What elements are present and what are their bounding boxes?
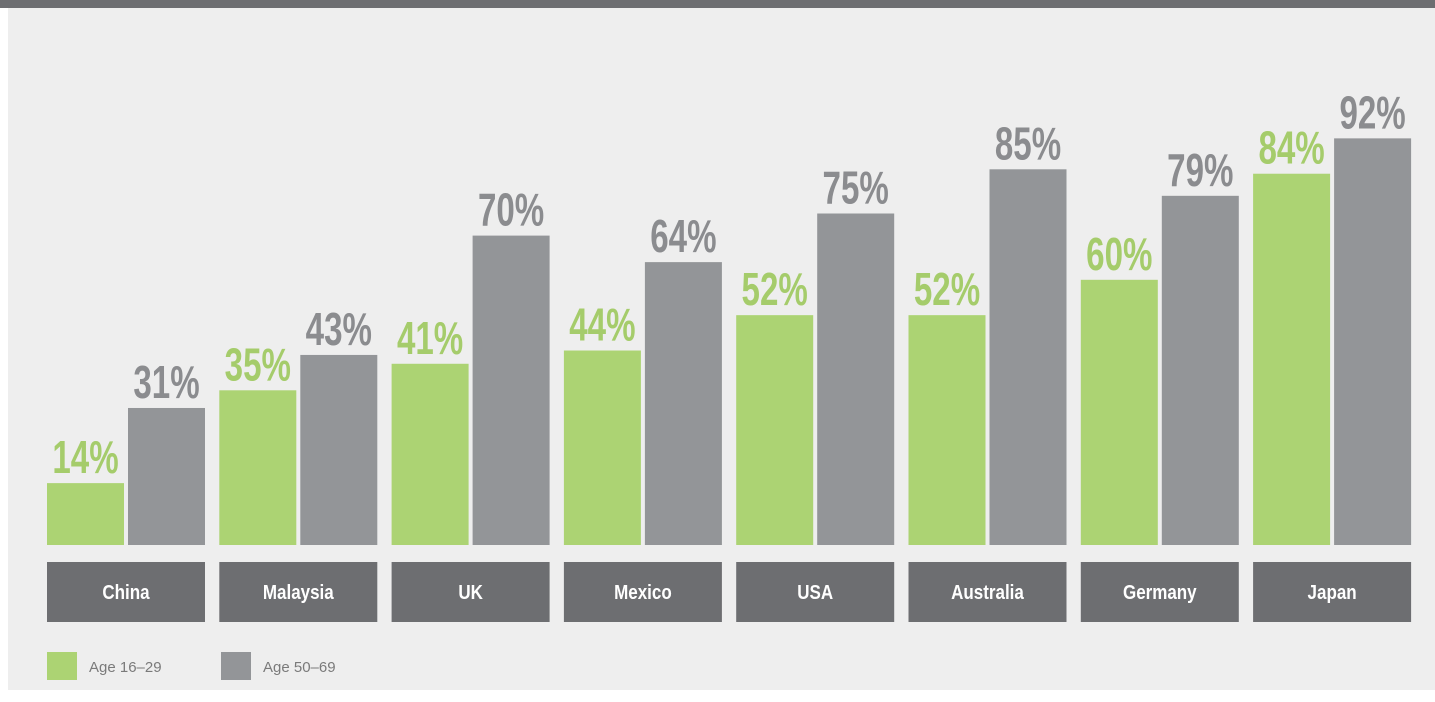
bar	[128, 407, 205, 545]
category-box	[1253, 562, 1412, 622]
value-label: 85%	[995, 119, 1061, 169]
value-label: 92%	[1339, 88, 1405, 138]
category-box	[908, 562, 1067, 622]
legend-label: Age 16–29	[89, 659, 162, 676]
category-label: UK	[458, 581, 483, 604]
category-label: Mexico	[614, 581, 672, 604]
value-label: 41%	[397, 314, 463, 364]
category-box	[563, 562, 722, 622]
category-label: Germany	[1123, 581, 1197, 604]
category-box	[1080, 562, 1239, 622]
bar	[563, 350, 641, 545]
category-label: Japan	[1308, 581, 1357, 604]
category-label: China	[102, 581, 150, 604]
value-label: 64%	[650, 212, 716, 262]
bar	[817, 213, 895, 545]
category-label: Malaysia	[263, 581, 334, 604]
bar	[300, 354, 378, 545]
bar	[391, 363, 469, 545]
bar	[1253, 173, 1331, 545]
bar	[219, 390, 297, 545]
category-label: USA	[797, 581, 833, 604]
bar	[472, 235, 550, 545]
legend-swatch	[47, 652, 77, 680]
value-label: 14%	[52, 433, 118, 483]
value-label: 31%	[133, 358, 199, 408]
value-label: 79%	[1167, 146, 1233, 196]
value-label: 44%	[569, 300, 635, 350]
legend-swatch	[221, 652, 251, 680]
category-box	[391, 562, 550, 622]
legend-label: Age 50–69	[263, 659, 336, 676]
bar	[1161, 195, 1239, 545]
bar	[989, 169, 1067, 546]
category-box	[736, 562, 895, 622]
value-label: 75%	[823, 163, 889, 213]
top-strip	[0, 0, 1435, 8]
category-box	[219, 562, 378, 622]
bar	[47, 483, 124, 545]
value-label: 84%	[1258, 124, 1324, 174]
value-label: 60%	[1086, 230, 1152, 280]
value-label: 70%	[478, 185, 544, 235]
bar	[1080, 279, 1158, 545]
value-label: 43%	[306, 305, 372, 355]
bar	[1334, 138, 1412, 546]
bar	[644, 262, 722, 545]
value-label: 52%	[914, 265, 980, 315]
value-label: 35%	[225, 340, 291, 390]
bar	[908, 315, 986, 545]
value-label: 52%	[742, 265, 808, 315]
category-box	[47, 562, 205, 622]
category-label: Australia	[951, 581, 1024, 604]
bar	[736, 315, 814, 545]
